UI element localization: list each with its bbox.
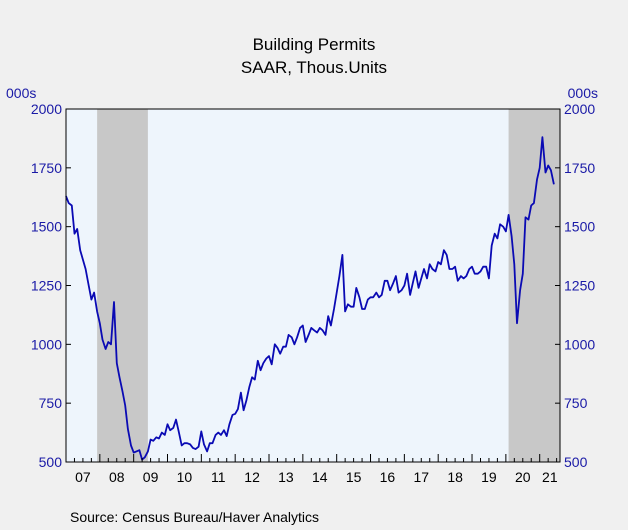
x-label-15: 15 xyxy=(346,469,362,485)
left-unit-label: 000s xyxy=(6,85,36,101)
y-label-left-1750: 1750 xyxy=(31,160,62,176)
plot-area xyxy=(66,109,560,462)
y-label-left-1000: 1000 xyxy=(31,336,62,352)
y-axis-left: 500 750 1000 1250 1500 1750 2000 xyxy=(31,101,71,470)
y-axis-right: 500 750 1000 1250 1500 1750 2000 xyxy=(555,101,595,470)
x-label-19: 19 xyxy=(481,469,497,485)
x-label-11: 11 xyxy=(211,469,226,485)
x-label-17: 17 xyxy=(413,469,429,485)
chart-subtitle: SAAR, Thous.Units xyxy=(241,58,387,77)
x-axis: 07 08 09 10 11 12 13 14 15 16 17 18 19 20 21 xyxy=(65,454,558,485)
y-label-left-2000: 2000 xyxy=(31,101,62,117)
x-label-13: 13 xyxy=(278,469,294,485)
y-label-right-1500: 1500 xyxy=(564,219,595,235)
y-label-right-2000: 2000 xyxy=(564,101,595,117)
right-unit-label: 000s xyxy=(568,85,598,101)
x-label-16: 16 xyxy=(380,469,396,485)
y-label-right-1750: 1750 xyxy=(564,160,595,176)
building-permits-line xyxy=(65,136,555,461)
y-label-left-500: 500 xyxy=(39,454,63,470)
x-label-21: 21 xyxy=(542,469,558,485)
source-note: Source: Census Bureau/Haver Analytics xyxy=(70,509,319,525)
y-label-right-750: 750 xyxy=(564,395,588,411)
y-label-right-500: 500 xyxy=(564,454,588,470)
recession-band-0 xyxy=(97,109,148,462)
x-label-18: 18 xyxy=(447,469,463,485)
y-label-right-1250: 1250 xyxy=(564,278,595,294)
x-label-08: 08 xyxy=(109,469,125,485)
chart-title: Building Permits xyxy=(253,35,376,54)
y-label-right-1000: 1000 xyxy=(564,336,595,352)
y-label-left-1250: 1250 xyxy=(31,278,62,294)
x-label-07: 07 xyxy=(75,469,91,485)
y-label-left-1500: 1500 xyxy=(31,219,62,235)
x-label-10: 10 xyxy=(177,469,193,485)
recession-band-1 xyxy=(508,109,560,462)
recession-shading xyxy=(97,109,560,462)
x-label-14: 14 xyxy=(312,469,328,485)
x-label-09: 09 xyxy=(143,469,159,485)
y-label-left-750: 750 xyxy=(39,395,63,411)
x-label-12: 12 xyxy=(244,469,260,485)
x-label-20: 20 xyxy=(515,469,531,485)
